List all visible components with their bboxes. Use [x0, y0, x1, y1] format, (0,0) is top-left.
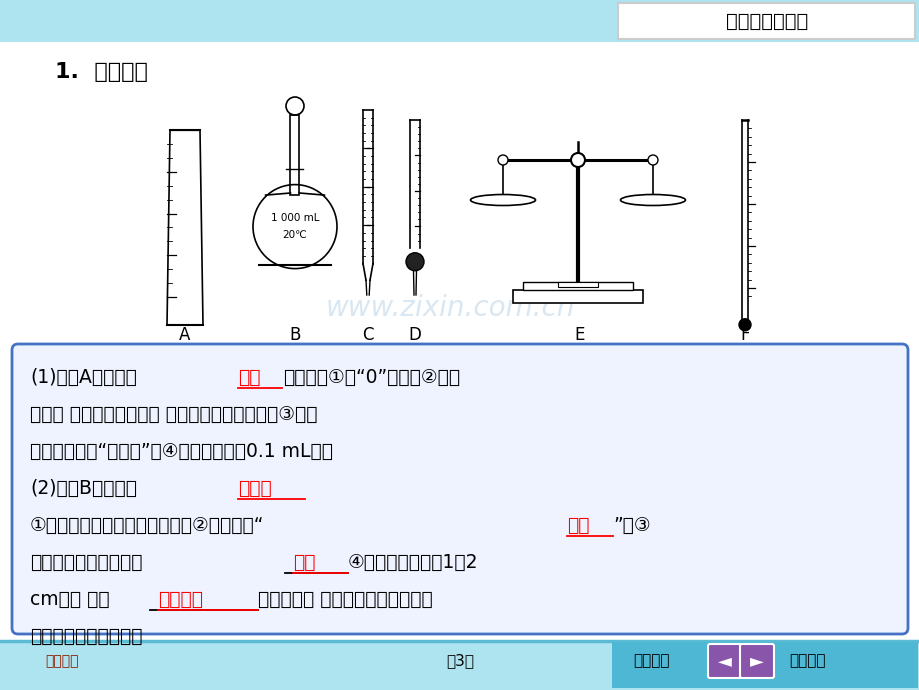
- Bar: [0, 641, 919, 690]
- Text: ◄: ◄: [718, 652, 732, 670]
- Text: 好与刻度线水平相切。: 好与刻度线水平相切。: [30, 627, 142, 646]
- Bar: [0, 0, 919, 42]
- Text: 创新设计: 创新设计: [45, 654, 79, 668]
- FancyBboxPatch shape: [708, 644, 742, 678]
- Text: ④加水至距刻度线1～2: ④加水至距刻度线1～2: [347, 553, 478, 571]
- Bar: [513, 290, 642, 303]
- Text: www.zixin.com.cn: www.zixin.com.cn: [325, 294, 574, 322]
- Circle shape: [738, 319, 750, 331]
- Bar: [522, 282, 632, 290]
- Text: B: B: [289, 326, 301, 344]
- Text: 20℃: 20℃: [282, 230, 307, 239]
- Ellipse shape: [619, 195, 685, 206]
- Text: 1 000 mL: 1 000 mL: [270, 213, 319, 223]
- Text: 结束放映: 结束放映: [789, 653, 825, 669]
- Text: （注意：①无“0”刻度；②不可: （注意：①无“0”刻度；②不可: [283, 368, 460, 386]
- FancyBboxPatch shape: [739, 644, 773, 678]
- Text: 量筒: 量筒: [238, 368, 260, 386]
- Text: 量筒的规则是“大而近”；④精确度一般为0.1 mL。）: 量筒的规则是“大而近”；④精确度一般为0.1 mL。）: [30, 442, 333, 460]
- Text: 容量瓶: 容量瓶: [238, 478, 271, 497]
- Text: 引流: 引流: [292, 553, 315, 571]
- Text: ①不可作反应容器，不可加热；②使用前需“: ①不可作反应容器，不可加热；②使用前需“: [30, 515, 264, 535]
- Text: ”；③: ”；③: [612, 515, 650, 535]
- Text: E: E: [574, 326, 584, 344]
- Text: 加热， 不可作反应容器， 不可用于溶液的稺释；③选取: 加热， 不可作反应容器， 不可用于溶液的稺释；③选取: [30, 404, 317, 424]
- Text: C: C: [362, 326, 373, 344]
- Text: 返回目录: 返回目录: [633, 653, 670, 669]
- Text: 数字媒体资源库: 数字媒体资源库: [725, 12, 807, 30]
- Text: (1)仪器A的名称：: (1)仪器A的名称：: [30, 368, 137, 386]
- Text: 1.  计量仪器: 1. 计量仪器: [55, 62, 148, 82]
- Text: 胶头滴管: 胶头滴管: [158, 589, 203, 609]
- Text: cm时， 改用: cm时， 改用: [30, 589, 109, 609]
- Text: ►: ►: [749, 652, 763, 670]
- Text: 溶液转入时要用玻璃棒: 溶液转入时要用玻璃棒: [30, 553, 142, 571]
- Circle shape: [571, 153, 584, 167]
- Circle shape: [405, 253, 424, 270]
- Bar: [558, 282, 597, 287]
- Circle shape: [647, 155, 657, 165]
- Bar: [290, 115, 300, 195]
- Circle shape: [497, 155, 507, 165]
- Ellipse shape: [470, 195, 535, 206]
- Text: 逐滴加水， 使溶液凹液面最低点恰: 逐滴加水， 使溶液凹液面最低点恰: [257, 589, 432, 609]
- Text: 第3页: 第3页: [446, 653, 473, 669]
- Text: 查漏: 查漏: [566, 515, 589, 535]
- Text: (2)仪器B的名称：: (2)仪器B的名称：: [30, 478, 137, 497]
- Bar: [611, 642, 917, 688]
- Text: D: D: [408, 326, 421, 344]
- FancyBboxPatch shape: [618, 3, 914, 39]
- Text: A: A: [179, 326, 190, 344]
- FancyBboxPatch shape: [12, 344, 907, 634]
- Text: F: F: [740, 326, 749, 344]
